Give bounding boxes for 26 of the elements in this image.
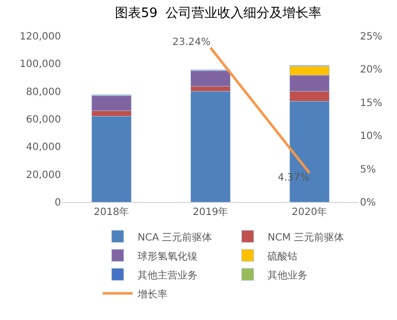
y2-tick-label: 15%	[360, 98, 382, 109]
y2-tick-label: 5%	[360, 164, 376, 176]
y-tick-label: 40,000	[26, 142, 61, 154]
x-tick-label: 2019年	[192, 206, 228, 218]
x-tick-label: 2018年	[94, 206, 130, 218]
legend-label: 其他业务	[268, 269, 308, 282]
y2-tick-label: 25%	[360, 32, 382, 42]
legend-label: 球形氢氧化镍	[138, 250, 198, 262]
legend-label: 增长率	[136, 288, 168, 300]
y-tick-label: 80,000	[26, 86, 61, 98]
x-tick-label: 2020年	[292, 206, 328, 218]
y2-tick-label: 10%	[360, 131, 382, 142]
y-tick-label: 120,000	[20, 32, 61, 42]
y-tick-label: 0	[54, 198, 61, 208]
legend-label: 其他主营业务	[138, 269, 198, 282]
bar	[190, 91, 231, 202]
y-tick-label: 20,000	[26, 170, 61, 181]
y-tick-label: 100,000	[20, 59, 61, 70]
chart-title: 图表59 公司营业收入细分及增长率	[114, 5, 322, 22]
legend-label: NCA 三元前驱体	[138, 231, 212, 244]
y-tick-label: 60,000	[26, 114, 61, 126]
y2-tick-label: 20%	[360, 64, 382, 76]
y2-tick-label: 0%	[360, 198, 376, 208]
legend-label: NCM 三元前驱体	[268, 231, 344, 244]
data-label: 23.24%	[172, 37, 210, 48]
legend-label: 硫酸钴	[268, 250, 298, 262]
